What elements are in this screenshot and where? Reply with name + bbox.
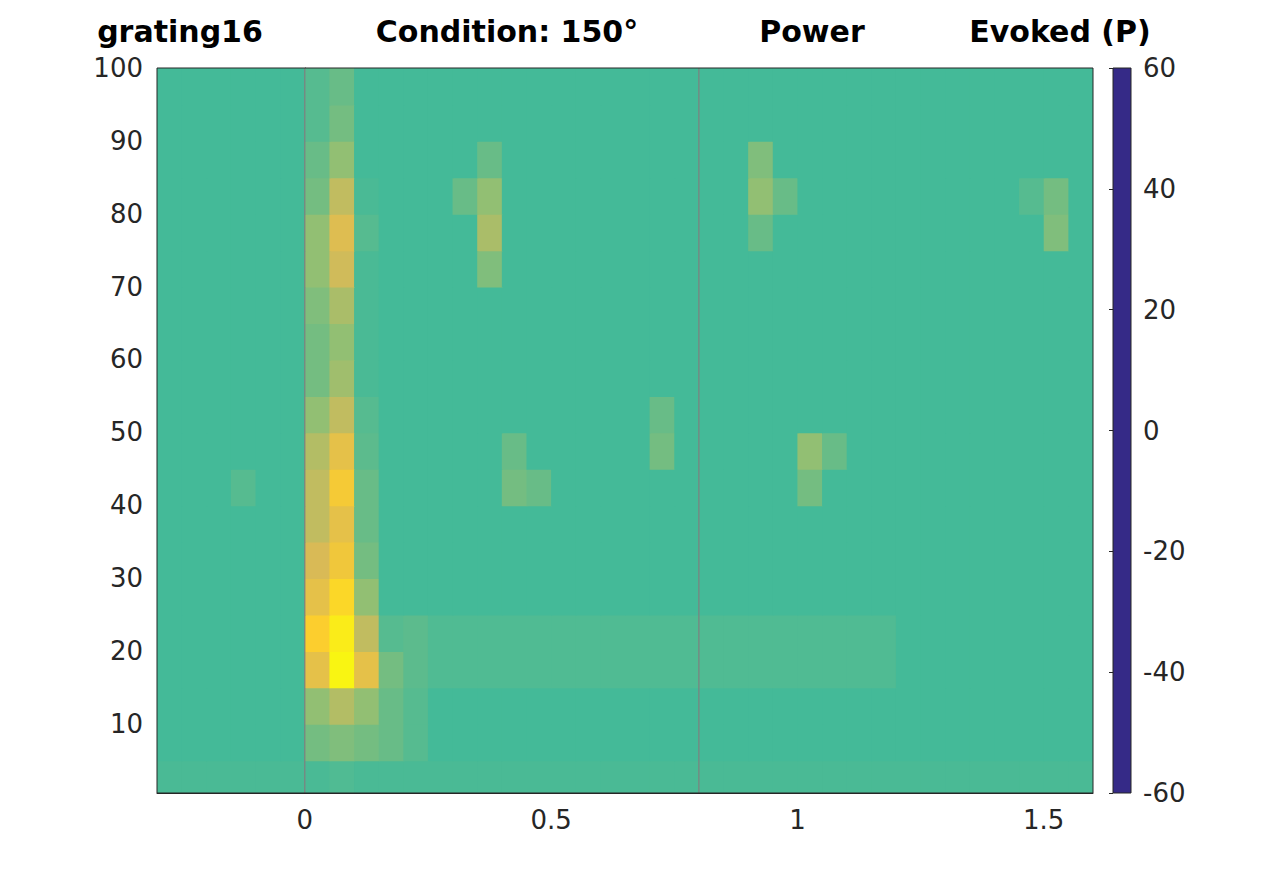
svg-text:50: 50 [110, 417, 143, 447]
svg-text:40: 40 [110, 490, 143, 520]
svg-text:1: 1 [789, 805, 806, 835]
svg-text:-20: -20 [1143, 536, 1185, 566]
svg-text:grating16: grating16 [97, 14, 263, 49]
svg-text:-60: -60 [1143, 778, 1185, 808]
svg-text:10: 10 [110, 709, 143, 739]
svg-text:20: 20 [110, 636, 143, 666]
svg-text:1.5: 1.5 [1023, 805, 1064, 835]
svg-text:60: 60 [1143, 53, 1176, 83]
svg-text:Power: Power [759, 14, 865, 49]
svg-text:0: 0 [297, 805, 314, 835]
svg-text:60: 60 [110, 344, 143, 374]
svg-text:30: 30 [110, 563, 143, 593]
svg-text:80: 80 [110, 199, 143, 229]
svg-text:-40: -40 [1143, 657, 1185, 687]
svg-text:40: 40 [1143, 174, 1176, 204]
svg-text:Condition: 150°: Condition: 150° [376, 14, 638, 49]
svg-text:0.5: 0.5 [530, 805, 571, 835]
svg-text:90: 90 [110, 126, 143, 156]
svg-text:100: 100 [93, 53, 143, 83]
svg-text:0: 0 [1143, 416, 1160, 446]
svg-text:70: 70 [110, 272, 143, 302]
svg-text:Evoked (P): Evoked (P) [969, 14, 1150, 49]
svg-text:20: 20 [1143, 295, 1176, 325]
